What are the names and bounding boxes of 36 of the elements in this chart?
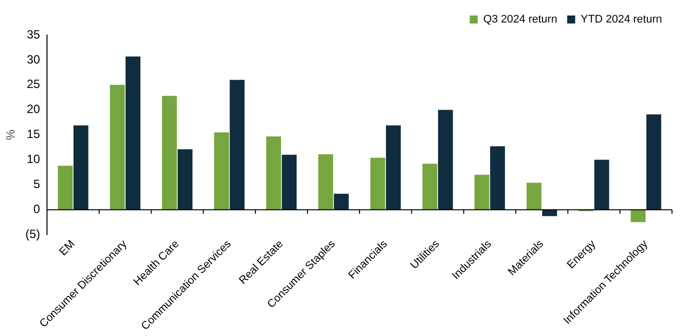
bar [214,132,229,210]
y-tick-label: 30 [26,52,40,66]
y-tick-label: (5) [25,226,40,241]
bar [126,56,140,210]
bar [266,136,282,210]
bar [526,182,542,210]
bar [630,210,646,222]
bar [438,110,453,210]
y-tick-label: 5 [33,177,40,192]
bar [490,146,505,210]
x-tick-label: EM [57,238,78,258]
y-tick-label: 20 [26,102,40,116]
y-tick-label: 15 [26,127,40,142]
y-tick-label: 35 [26,27,40,42]
legend-label: YTD 2024 return [580,14,662,26]
bar [594,160,610,210]
bar [282,154,297,210]
y-tick-label: 10 [26,152,40,166]
bar [162,96,177,210]
y-tick-label: 0 [33,202,40,216]
bar [334,194,349,210]
bar [646,114,662,210]
bar [230,80,245,210]
bar [318,154,334,210]
bar [58,166,73,210]
bar [110,84,125,210]
legend-label: Q3 2024 return [483,14,558,26]
bar [73,125,88,210]
bar [474,174,490,210]
y-axis-title: % [4,129,18,140]
bar [422,164,438,210]
y-tick-label: 25 [26,77,40,92]
bar [542,210,558,216]
bar [178,149,192,210]
bar [386,125,401,210]
bar [370,158,386,210]
